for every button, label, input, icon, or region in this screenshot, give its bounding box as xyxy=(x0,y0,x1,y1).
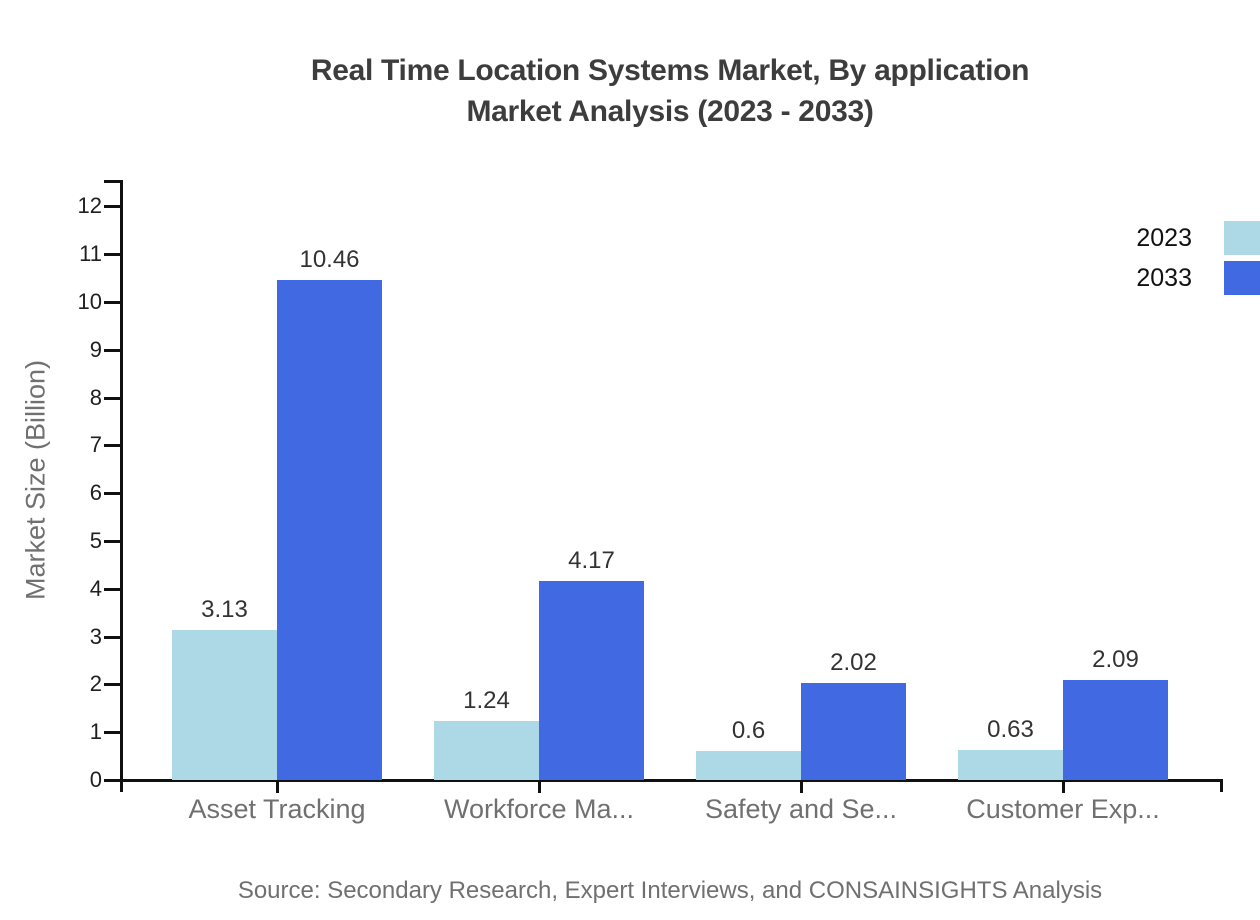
bar-2033-3 xyxy=(801,683,906,780)
bar-2033-4 xyxy=(1063,680,1168,780)
legend: 2023 2033 xyxy=(1136,218,1260,298)
y-tick xyxy=(104,540,120,543)
y-tick-label: 2 xyxy=(89,671,102,697)
y-tick xyxy=(104,348,120,352)
y-tick-label: 11 xyxy=(79,241,102,267)
chart-title-line1: Real Time Location Systems Market, By ap… xyxy=(310,54,1030,87)
y-tick-label: 1 xyxy=(89,719,102,745)
x-category-label: Customer Exp... xyxy=(966,794,1160,824)
x-category-label: Workforce Ma... xyxy=(443,794,635,824)
bar-2023-3 xyxy=(696,751,801,780)
x-category-label: Safety and Se... xyxy=(704,794,898,824)
y-tick-label: 5 xyxy=(89,528,102,553)
bar-value-label: 1.24 xyxy=(463,687,510,714)
y-tick xyxy=(104,779,120,782)
y-tick xyxy=(104,683,120,687)
y-tick xyxy=(104,396,120,400)
legend-label: 2023 xyxy=(1136,223,1192,252)
y-tick-label: 0 xyxy=(89,767,102,792)
y-tick-label: 3 xyxy=(89,623,102,649)
y-tick xyxy=(104,301,120,304)
x-tick xyxy=(538,782,541,793)
x-tick xyxy=(276,782,279,793)
y-tick xyxy=(104,205,120,209)
legend-swatch xyxy=(1224,221,1260,255)
legend-label: 2033 xyxy=(1136,263,1192,292)
y-axis-top-cap xyxy=(104,180,120,183)
bar-value-label: 10.46 xyxy=(299,246,360,273)
x-axis-line xyxy=(104,779,1223,782)
bar-2023-4 xyxy=(958,750,1063,780)
y-tick-label: 10 xyxy=(77,289,102,314)
bar-2033-1 xyxy=(277,280,382,780)
y-tick-label: 9 xyxy=(89,336,102,362)
x-axis-end-cap xyxy=(1220,779,1223,792)
bar-value-label: 0.63 xyxy=(987,716,1034,743)
chart-title-line2: Market Analysis (2023 - 2033) xyxy=(466,95,874,128)
x-category-label: Asset Tracking xyxy=(188,794,366,824)
y-tick-label: 8 xyxy=(89,384,102,410)
y-tick-label: 4 xyxy=(89,575,102,601)
y-tick-label: 12 xyxy=(77,193,102,219)
legend-row-2033: 2033 xyxy=(1136,258,1260,298)
bar-value-label: 3.13 xyxy=(201,596,248,623)
y-tick-label: 6 xyxy=(89,480,102,506)
y-tick xyxy=(104,492,120,496)
y-tick xyxy=(104,253,120,257)
source-note: Source: Secondary Research, Expert Inter… xyxy=(237,877,1103,904)
bar-2033-2 xyxy=(539,581,644,780)
y-tick xyxy=(104,444,120,448)
bar-value-label: 2.09 xyxy=(1092,646,1139,673)
chart-title: Real Time Location Systems Market, By ap… xyxy=(85,50,1255,132)
legend-swatch xyxy=(1224,261,1260,295)
bar-2023-2 xyxy=(434,721,539,780)
x-tick xyxy=(800,782,803,793)
y-tick xyxy=(104,635,120,639)
y-axis-line xyxy=(120,180,123,792)
bar-value-label: 2.02 xyxy=(830,649,877,676)
bar-value-label: 4.17 xyxy=(568,547,615,574)
bar-2023-1 xyxy=(172,630,277,780)
x-tick xyxy=(1062,782,1065,793)
y-tick-label: 7 xyxy=(89,432,102,458)
bar-value-label: 0.6 xyxy=(731,717,766,744)
y-tick xyxy=(104,731,120,735)
legend-row-2023: 2023 xyxy=(1136,218,1260,258)
y-tick xyxy=(104,587,120,591)
